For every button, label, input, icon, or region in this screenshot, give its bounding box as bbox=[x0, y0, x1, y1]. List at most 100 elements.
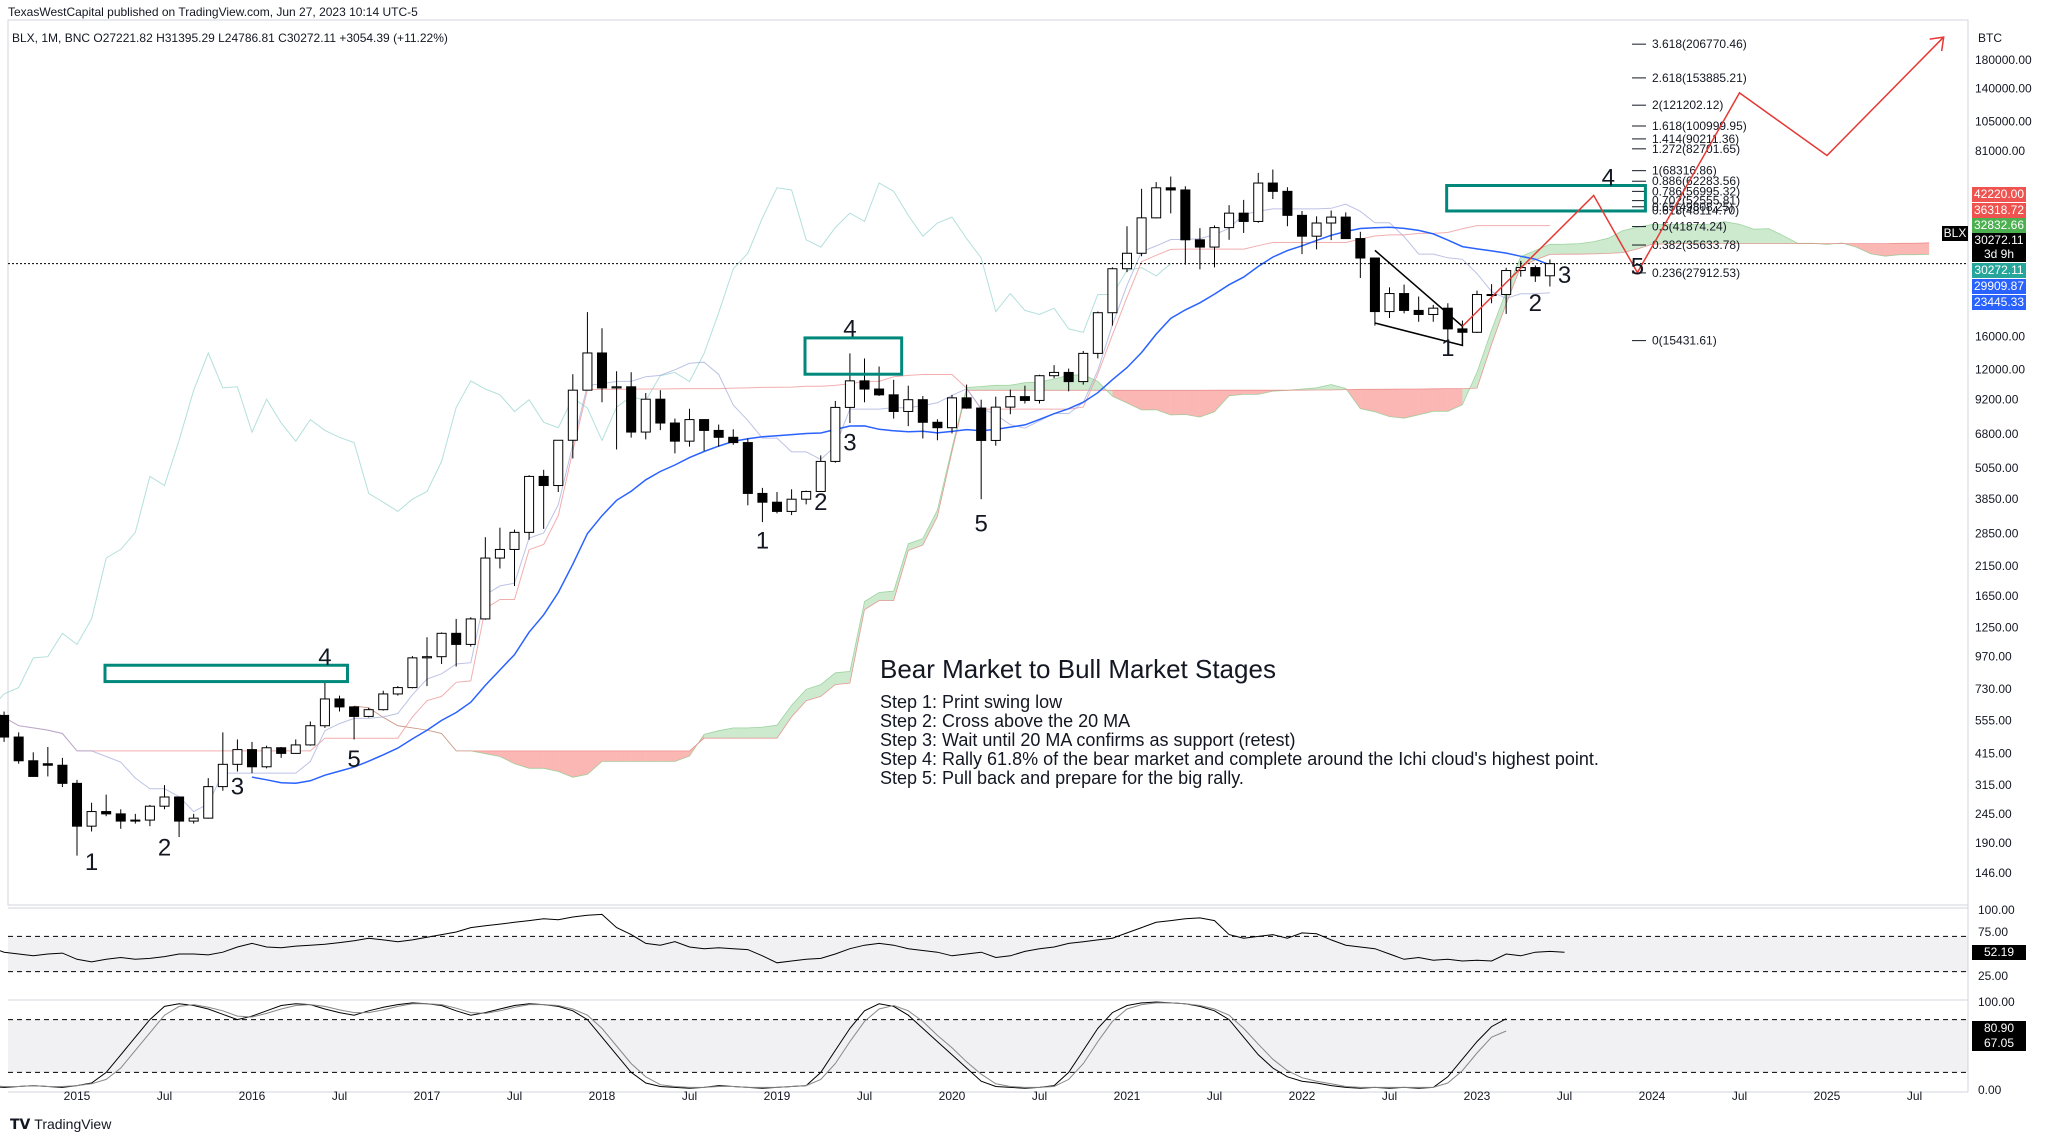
candle bbox=[1355, 231, 1366, 278]
candle bbox=[42, 746, 53, 777]
wave-label: 2 bbox=[1529, 290, 1542, 317]
candle-body bbox=[1180, 189, 1191, 241]
candle-body bbox=[1165, 187, 1176, 191]
candle-body bbox=[1282, 190, 1293, 216]
price-tick: 5050.00 bbox=[1975, 461, 2019, 475]
price-tag: 3d 9h bbox=[1972, 247, 2026, 262]
wave-label: 5 bbox=[1631, 254, 1644, 281]
candle bbox=[903, 385, 914, 427]
candle bbox=[538, 469, 549, 529]
candle-body bbox=[1296, 214, 1308, 237]
candle bbox=[1267, 169, 1278, 200]
wave-label: 4 bbox=[843, 315, 856, 342]
cloud-segment bbox=[1710, 221, 1725, 244]
candle bbox=[1486, 284, 1497, 304]
cloud-segment bbox=[791, 689, 807, 717]
candle-body bbox=[932, 421, 943, 429]
candle-body bbox=[407, 657, 418, 689]
cloud-segment bbox=[529, 750, 544, 769]
candle bbox=[1078, 350, 1089, 385]
time-tick: 2015 bbox=[64, 1089, 91, 1103]
candle-body bbox=[13, 736, 24, 762]
price-tick: 190.00 bbox=[1975, 836, 2012, 850]
cloud-segment bbox=[777, 705, 792, 739]
candle-body bbox=[1194, 239, 1205, 248]
ichimoku-span-a bbox=[354, 221, 1930, 778]
cloud-segment bbox=[864, 592, 880, 610]
candle bbox=[509, 529, 520, 587]
candle-body bbox=[1209, 227, 1220, 248]
candle-body bbox=[1530, 267, 1541, 277]
candle-body bbox=[742, 442, 753, 494]
fib-label: 0.786(56995.32) bbox=[1652, 184, 1740, 198]
candle bbox=[1326, 210, 1337, 241]
candle bbox=[1384, 287, 1395, 319]
ichimoku-span-b bbox=[354, 242, 1930, 752]
cloud-segment bbox=[1477, 329, 1492, 389]
cloud-segment bbox=[1579, 241, 1594, 255]
candle bbox=[232, 739, 243, 772]
candle-body bbox=[538, 475, 549, 487]
cloud-segment bbox=[1622, 227, 1638, 253]
price-tick: 180000.00 bbox=[1975, 53, 2032, 67]
cloud-segment bbox=[1914, 242, 1930, 255]
cloud-segment bbox=[514, 750, 530, 769]
rsi-value-tag: 52.19 bbox=[1972, 945, 2026, 961]
candle-body bbox=[771, 501, 783, 512]
fib-label: 1.618(100999.95) bbox=[1652, 119, 1747, 133]
candle bbox=[305, 721, 316, 746]
candle bbox=[1369, 257, 1380, 326]
cloud-segment bbox=[485, 750, 500, 757]
candle bbox=[859, 358, 870, 403]
candle-body bbox=[130, 819, 141, 822]
price-tick: 415.00 bbox=[1975, 747, 2012, 761]
cloud-segment bbox=[733, 727, 748, 739]
annotation-step-5: Step 5: Pull back and prepare for the bi… bbox=[880, 768, 1244, 788]
fib-levels: 0(15431.61) 0.236(27912.53) 0.382(35633.78… bbox=[1632, 37, 1747, 348]
candle bbox=[1209, 225, 1220, 268]
target-zone-box bbox=[1445, 183, 1647, 213]
candle-body bbox=[684, 419, 695, 442]
candle-body bbox=[1428, 307, 1439, 315]
time-tick: 2017 bbox=[414, 1089, 441, 1103]
time-tick: 2022 bbox=[1289, 1089, 1316, 1103]
candle-body bbox=[917, 399, 928, 423]
time-tick: 2020 bbox=[939, 1089, 966, 1103]
candle bbox=[728, 429, 739, 445]
cloud-segment bbox=[631, 750, 646, 762]
cloud-segment bbox=[1899, 243, 1915, 255]
candle bbox=[188, 813, 199, 824]
candle-body bbox=[144, 805, 155, 821]
candle bbox=[990, 396, 1001, 446]
candle-body bbox=[465, 618, 476, 645]
cloud-segment bbox=[1724, 221, 1740, 244]
candle bbox=[1121, 226, 1133, 273]
candle bbox=[392, 686, 403, 696]
cloud-segment bbox=[572, 750, 588, 778]
candle-body bbox=[1253, 182, 1264, 222]
candle bbox=[567, 374, 578, 459]
candle-body bbox=[655, 398, 666, 424]
rsi-line bbox=[0, 913, 1565, 964]
candle-body bbox=[1369, 257, 1380, 313]
cloud-segment bbox=[820, 672, 836, 697]
candle-body bbox=[1413, 309, 1424, 315]
candle bbox=[1049, 365, 1060, 379]
annotation-title: Bear Market to Bull Market Stages bbox=[880, 654, 1276, 684]
cloud-segment bbox=[616, 750, 632, 762]
annotation-step-3: Step 3: Wait until 20 MA confirms as sup… bbox=[880, 730, 1296, 750]
candle bbox=[830, 400, 841, 463]
candle-body bbox=[699, 419, 710, 431]
candle bbox=[757, 487, 768, 523]
cloud-segment bbox=[1564, 243, 1580, 255]
tradingview-logo[interactable]: 𝗧𝗩 TradingView bbox=[10, 1116, 112, 1132]
candle bbox=[1224, 205, 1235, 240]
candle bbox=[203, 778, 214, 819]
candle bbox=[1136, 188, 1147, 257]
candle-body bbox=[188, 817, 199, 822]
price-tick: 16000.00 bbox=[1975, 329, 2025, 343]
cloud-segment bbox=[762, 725, 777, 739]
candle bbox=[1399, 284, 1410, 314]
candle-body bbox=[1224, 212, 1235, 229]
